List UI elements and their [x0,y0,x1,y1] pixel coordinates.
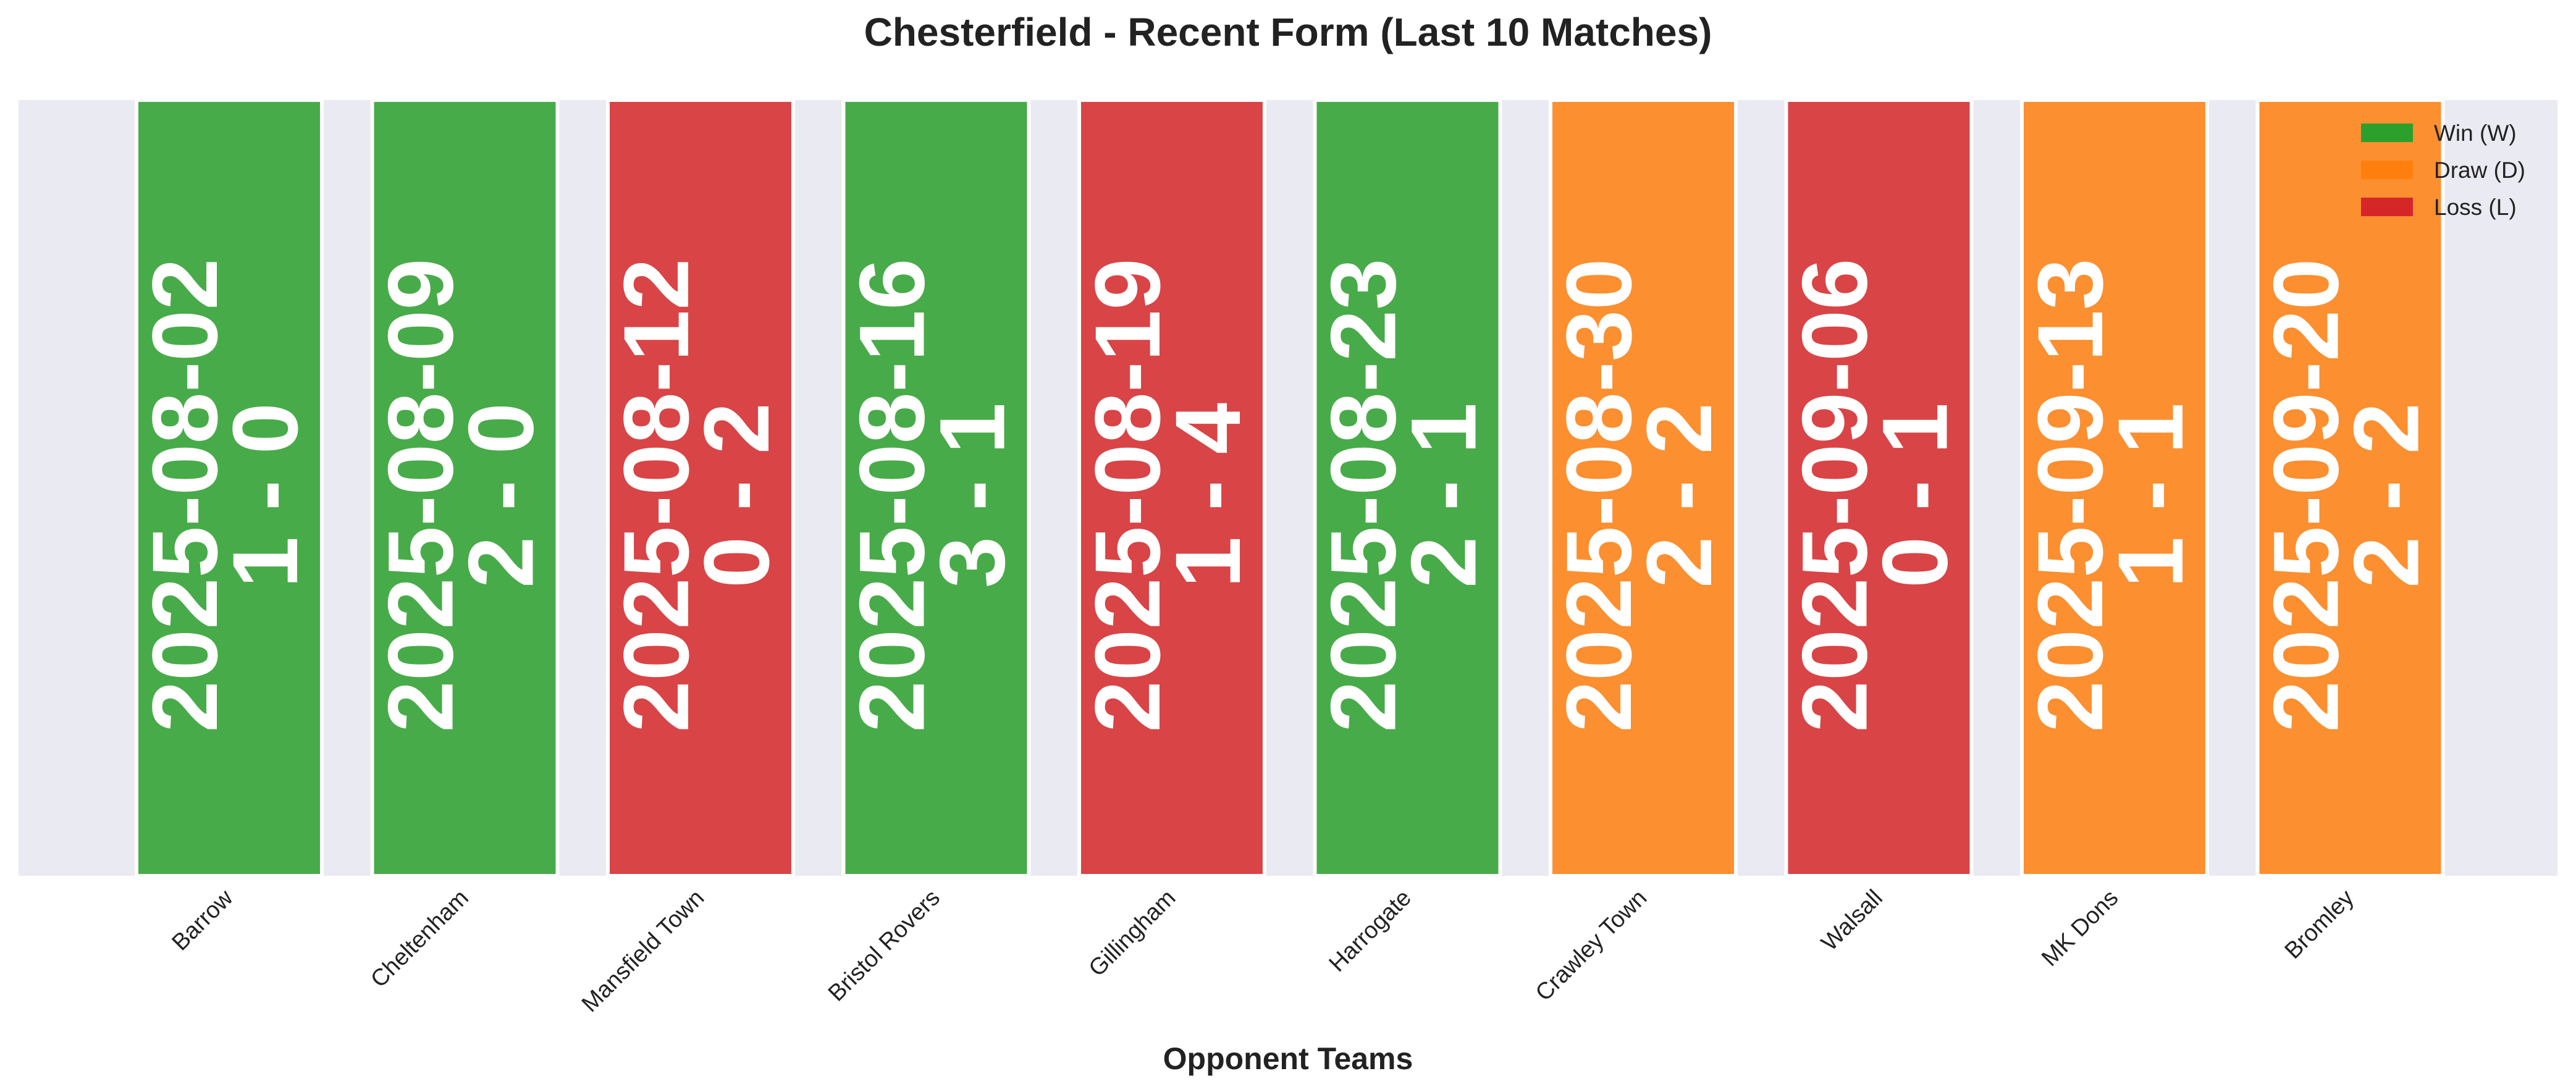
match-date: 2025-09-20 [2254,258,2358,732]
bars-group [135,98,2445,878]
bar-label: 2025-08-302 - 2 [1547,258,1731,732]
match-score: 1 - 0 [213,403,317,588]
chart-title: Chesterfield - Recent Form (Last 10 Matc… [864,10,1712,54]
match-date: 2025-08-23 [1311,258,1415,732]
bar-label: 2025-08-232 - 1 [1311,258,1496,732]
x-tick-label: Crawley Town [1531,885,1652,1006]
bar-mk-dons [2020,98,2209,878]
legend-swatch-l [2361,198,2413,216]
legend-swatch-d [2361,161,2413,179]
x-tick-label: Gillingham [1084,885,1181,982]
x-axis-label: Opponent Teams [1163,1041,1413,1076]
x-tick-label: Walsall [1817,885,1888,956]
bar-label: 2025-09-202 - 2 [2254,258,2438,732]
bar-cheltenham [370,98,560,878]
bar-bromley [2255,98,2445,878]
bar-label: 2025-08-191 - 4 [1075,258,1260,732]
x-tick-label: Mansfield Town [577,885,709,1017]
bar-gillingham [1077,98,1266,878]
bar-harrogate [1313,98,1502,878]
bar-label: 2025-08-021 - 0 [133,258,317,732]
match-date: 2025-08-16 [840,258,944,732]
match-score: 2 - 0 [449,403,553,588]
legend-label: Loss (L) [2434,195,2517,220]
bar-label: 2025-09-060 - 1 [1783,258,1967,732]
legend-swatch-w [2361,124,2413,142]
bar-walsall [1784,98,1974,878]
match-date: 2025-08-12 [604,258,708,732]
legend-label: Draw (D) [2434,158,2525,183]
bar-bristol-rovers [841,98,1031,878]
match-score: 0 - 2 [684,403,788,588]
match-date: 2025-08-09 [369,258,473,732]
match-date: 2025-08-02 [133,258,237,732]
legend: Win (W) Draw (D) Loss (L) [2361,120,2525,220]
bar-crawley-town [1549,98,1738,878]
match-score: 1 - 1 [2098,403,2202,588]
match-score: 2 - 1 [1392,403,1496,588]
x-tick-labels: Barrow Cheltenham Mansfield Town Bristol Ro… [167,884,2359,1017]
x-tick-label: Bristol Rovers [823,885,945,1007]
match-score: 3 - 1 [920,403,1024,588]
match-date: 2025-09-13 [2018,258,2122,732]
x-tick-label: Bromley [2280,885,2359,964]
legend-label: Win (W) [2434,120,2517,146]
bar-label: 2025-08-163 - 1 [840,258,1024,732]
bar-label: 2025-08-120 - 2 [604,258,788,732]
match-score: 1 - 4 [1156,403,1260,588]
x-tick-label: Harrogate [1324,885,1416,977]
bar-mansfield-town [606,98,795,878]
match-date: 2025-08-30 [1547,258,1651,732]
match-score: 2 - 2 [1627,403,1731,588]
x-tick-label: Cheltenham [366,885,474,993]
x-tick-label: Barrow [167,884,238,956]
bar-label: 2025-08-092 - 0 [369,258,553,732]
x-tick-label: MK Dons [2037,885,2123,972]
match-score: 2 - 2 [2334,403,2438,588]
match-date: 2025-09-06 [1783,258,1887,732]
match-score: 0 - 1 [1863,403,1967,588]
bar-barrow [135,98,324,878]
match-date: 2025-08-19 [1075,258,1179,732]
bar-label: 2025-09-131 - 1 [2018,258,2202,732]
bar-labels-group: 2025-08-021 - 0 2025-08-092 - 0 2025-08-12… [133,258,2438,732]
